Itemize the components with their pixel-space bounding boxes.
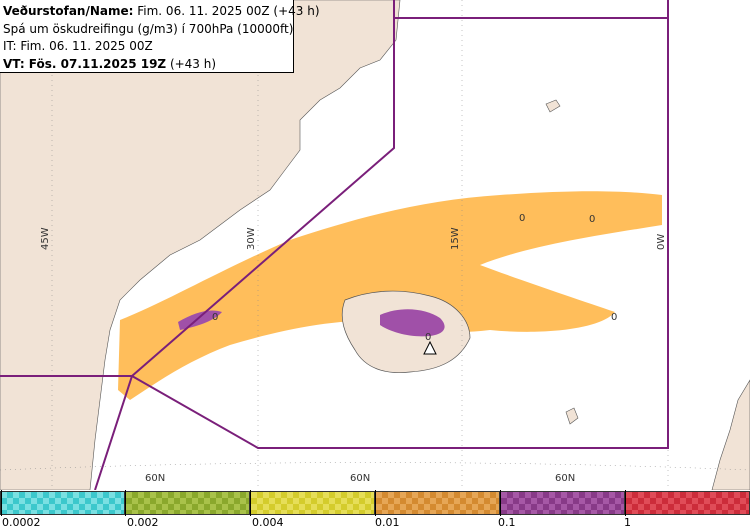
contour-label: 0 (589, 214, 595, 225)
island-se (565, 407, 579, 425)
header-line-issue-time: IT: Fim. 06. 11. 2025 00Z (3, 39, 153, 53)
legend-tick-label: 0.0002 (2, 516, 41, 529)
map-canvas: 45W 30W 15W 0W 60N 60N 60N 0 0 0 0 0 (0, 0, 750, 491)
lon-label-30w: 30W (246, 227, 257, 250)
ash-plume-high (380, 309, 445, 337)
concentration-legend: 0.0002 0.002 0.004 0.01 0.1 1 (0, 490, 750, 532)
legend-tickmark (250, 490, 251, 516)
contour-label: 0 (611, 312, 617, 323)
lon-label-45w: 45W (40, 227, 51, 250)
legend-swatch-red (625, 491, 750, 515)
legend-tickmark (125, 490, 126, 516)
vaac-boundary (0, 0, 669, 491)
forecast-info-box: Veðurstofan/Name: Fim. 06. 11. 2025 00Z … (0, 0, 320, 73)
legend-swatch-orange (375, 491, 500, 515)
legend-tickmark (375, 490, 376, 516)
greenland-landmass (0, 0, 401, 491)
legend-swatch-green (125, 491, 250, 515)
header-line-agency: Veðurstofan/Name: Fim. 06. 11. 2025 00Z … (3, 4, 320, 18)
legend-swatch-yellow (250, 491, 375, 515)
legend-swatch-purple (500, 491, 625, 515)
map-area: 45W 30W 15W 0W 60N 60N 60N 0 0 0 0 0 (0, 0, 750, 491)
island-ne (545, 99, 561, 113)
contour-label: 0 (212, 312, 218, 323)
lon-label-15w: 15W (450, 227, 461, 250)
legend-tick-label: 0.002 (127, 516, 159, 529)
contour-label: 0 (519, 213, 525, 224)
contour-label: 0 (425, 332, 431, 343)
legend-tick-label: 1 (624, 516, 631, 529)
lat-label-60n-right: 60N (555, 473, 575, 484)
legend-tick-label: 0.01 (375, 516, 400, 529)
header-line-valid-time: VT: Fös. 07.11.2025 19Z (+43 h) (3, 56, 217, 71)
legend-tick-label: 0.004 (252, 516, 284, 529)
header-line-product: Spá um öskudreifingu (g/m3) í 700hPa (10… (3, 21, 294, 36)
lat-label-60n-left: 60N (145, 473, 165, 484)
legend-swatch-cyan (0, 491, 125, 515)
volcano-triangle-icon (423, 340, 437, 355)
lon-label-0w: 0W (656, 234, 667, 250)
legend-tickmark (500, 490, 501, 516)
legend-tickmark (625, 490, 626, 516)
norway-coast (711, 379, 750, 491)
legend-tickmark (1, 490, 2, 516)
legend-tick-label: 0.1 (498, 516, 516, 529)
lat-label-60n-center: 60N (350, 473, 370, 484)
